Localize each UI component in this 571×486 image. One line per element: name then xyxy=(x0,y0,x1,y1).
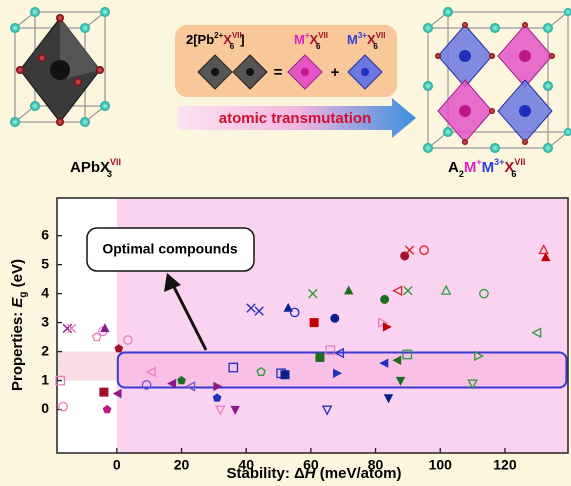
y-tick-label: 0 xyxy=(41,400,49,416)
optimal-region xyxy=(118,352,567,387)
arrow-label: atomic transmutation xyxy=(219,110,372,127)
sup: 3+ xyxy=(358,31,367,40)
y-tick-label: 5 xyxy=(41,255,49,271)
sup: VII xyxy=(376,31,386,40)
y-tick-label: 4 xyxy=(41,284,49,300)
x-tick-label: 20 xyxy=(174,457,190,473)
unit: (meV/atom) xyxy=(316,465,402,482)
point xyxy=(310,318,318,326)
sup: 2+ xyxy=(214,31,223,40)
annotation-text: Optimal compounds xyxy=(102,241,238,257)
sub: 6 xyxy=(230,42,235,51)
plus-sign: + xyxy=(331,64,340,81)
point xyxy=(331,314,339,322)
sup: VII xyxy=(318,31,328,40)
y-tick-label: 2 xyxy=(41,342,49,358)
sub: 6 xyxy=(373,42,378,51)
sub: 3 xyxy=(107,169,112,179)
point xyxy=(380,295,388,303)
y-tick-label: 3 xyxy=(41,313,49,329)
page: APbXAPbXVII3 2[Pb2+XVII6] M+XVII6 M3+XVI… xyxy=(0,0,571,486)
sub: 6 xyxy=(511,169,516,179)
m: M xyxy=(464,159,477,176)
point xyxy=(281,371,289,379)
m: M xyxy=(482,159,495,176)
equals-sign: = xyxy=(274,64,283,81)
x-axis-label: Stability: ΔH (meV/atom) xyxy=(227,465,402,482)
sup: VII xyxy=(110,157,121,167)
point xyxy=(100,388,108,396)
bracket: ] xyxy=(240,32,244,47)
unit: (eV) xyxy=(9,259,26,292)
x-tick-label: 120 xyxy=(493,457,517,473)
y-tick-label: 1 xyxy=(41,371,49,387)
x-tick-label: 0 xyxy=(113,457,121,473)
figure: APbXAPbXVII3 2[Pb2+XVII6] M+XVII6 M3+XVI… xyxy=(0,0,571,486)
sup: 3+ xyxy=(494,157,504,167)
gap-band xyxy=(57,352,117,381)
x-tick-label: 100 xyxy=(429,457,453,473)
sub: 6 xyxy=(316,42,321,51)
point xyxy=(316,353,324,361)
y-tick-label: 6 xyxy=(41,226,49,242)
sup: VII xyxy=(514,157,525,167)
